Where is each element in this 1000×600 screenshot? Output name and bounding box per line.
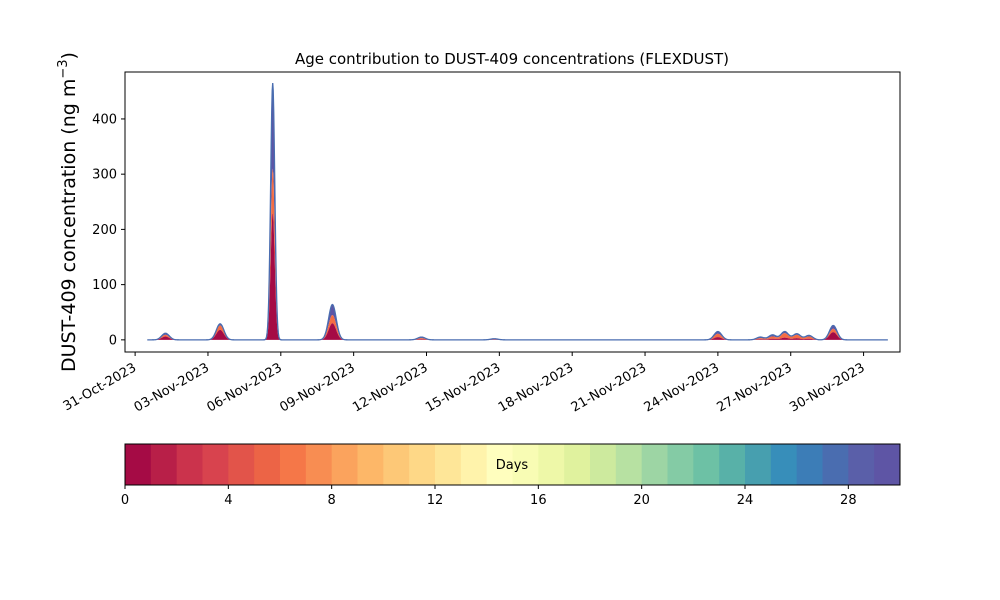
colorbar-segment: [512, 444, 539, 485]
colorbar-segment: [202, 444, 229, 485]
colorbar-segment: [383, 444, 410, 485]
colorbar-tick-label: 16: [530, 493, 547, 508]
series-area-old-age: [147, 83, 888, 340]
colorbar-segment: [486, 444, 513, 485]
y-tick-label: 100: [92, 278, 117, 293]
colorbar-segment: [150, 444, 178, 485]
colorbar-segment: [770, 444, 798, 485]
x-tick-label: 15-Nov-2023: [423, 360, 503, 415]
colorbar-tick-label: 24: [737, 493, 754, 508]
colorbar-segment: [667, 444, 694, 485]
colorbar-segment: [125, 444, 152, 485]
colorbar-segment: [305, 444, 333, 485]
x-axis: 31-Oct-202303-Nov-202306-Nov-202309-Nov-…: [61, 352, 868, 415]
colorbar-segment: [564, 444, 591, 485]
x-tick-label: 12-Nov-2023: [350, 360, 430, 415]
colorbar-segment: [745, 444, 772, 485]
colorbar-segment: [590, 444, 617, 485]
y-axis-label: DUST-409 concentration (ng m−3): [56, 52, 80, 372]
colorbar-segment: [176, 444, 203, 485]
colorbar-frame: [124, 443, 901, 486]
colorbar-tick-label: 8: [328, 493, 336, 508]
y-tick-label: 300: [92, 168, 117, 183]
colorbar-segment: [874, 444, 901, 485]
y-axis-label-superscript: −3: [56, 59, 71, 78]
colorbar-segment: [641, 444, 668, 485]
y-axis-label-close: ): [58, 52, 80, 59]
colorbar-segment: [435, 444, 462, 485]
colorbar-segment: [719, 444, 746, 485]
colorbar-segment: [460, 444, 488, 485]
x-tick-label: 24-Nov-2023: [642, 360, 722, 415]
colorbar-segment: [796, 444, 823, 485]
y-tick-label: 400: [92, 112, 117, 127]
colorbar-segment: [228, 444, 255, 485]
colorbar-label: Days: [496, 458, 529, 473]
x-tick-label: 09-Nov-2023: [277, 360, 357, 415]
x-tick-label: 21-Nov-2023: [569, 360, 649, 415]
plot-frame: [124, 71, 901, 353]
colorbar-ticks: 0 4 8 12 16 20 24 28: [121, 485, 857, 508]
colorbar-segment: [280, 444, 307, 485]
y-tick-label: 0: [109, 333, 117, 348]
colorbar-tick-label: 28: [840, 493, 857, 508]
x-tick-label: 06-Nov-2023: [205, 360, 285, 415]
y-axis-label-main: DUST-409 concentration (ng m: [58, 79, 80, 372]
x-tick-label: 03-Nov-2023: [132, 360, 212, 415]
x-tick-label: 30-Nov-2023: [787, 360, 867, 415]
colorbar: [125, 444, 901, 485]
colorbar-tick-label: 12: [427, 493, 444, 508]
colorbar-segment: [254, 444, 281, 485]
colorbar-tick-label: 4: [224, 493, 232, 508]
y-tick-label: 200: [92, 223, 117, 238]
plot-series: [147, 83, 888, 341]
colorbar-segment: [822, 444, 849, 485]
series-area-mid-age: [147, 168, 888, 340]
colorbar-segment: [409, 444, 436, 485]
colorbar-segment: [538, 444, 565, 485]
y-axis: 0 100 200 300 400: [92, 112, 125, 348]
series-total-line: [147, 83, 888, 341]
series-area-recent-age: [147, 212, 888, 340]
chart-title: Age contribution to DUST-409 concentrati…: [295, 50, 729, 68]
colorbar-tick-label: 20: [633, 493, 650, 508]
colorbar-segment: [331, 444, 358, 485]
colorbar-segment: [357, 444, 384, 485]
colorbar-segment: [693, 444, 720, 485]
x-tick-label: 27-Nov-2023: [714, 360, 794, 415]
colorbar-tick-label: 0: [121, 493, 129, 508]
colorbar-segment: [848, 444, 875, 485]
colorbar-segment: [615, 444, 643, 485]
x-tick-label: 18-Nov-2023: [496, 360, 576, 415]
